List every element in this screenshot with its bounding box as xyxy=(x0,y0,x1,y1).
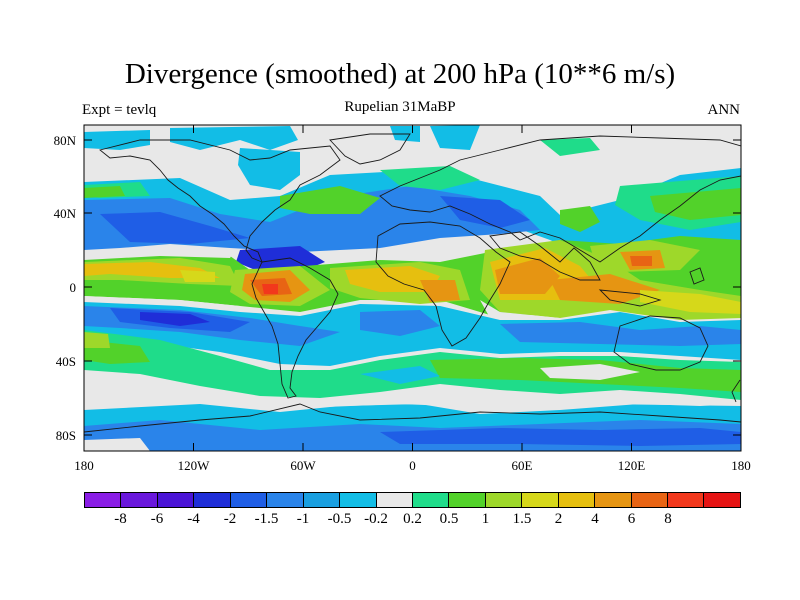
field-patch xyxy=(84,246,235,260)
field-patch xyxy=(84,296,240,312)
colorbar-box xyxy=(522,493,559,507)
colorbar-box xyxy=(449,493,486,507)
coastline-north-america xyxy=(99,139,341,263)
colorbar-label: -2 xyxy=(223,511,237,527)
colorbar-label: -0.5 xyxy=(327,511,352,527)
colorbar-label: 2 xyxy=(554,511,563,527)
divergence-field xyxy=(84,125,741,451)
colorbar-box xyxy=(595,493,632,507)
colorbar-box xyxy=(121,493,158,507)
colorbar-label: 4 xyxy=(591,511,599,527)
field-patch xyxy=(500,322,741,346)
colorbar-box xyxy=(340,493,377,507)
coastline-eurasia xyxy=(379,135,741,263)
field-patch xyxy=(560,206,600,232)
field-patch xyxy=(550,274,660,304)
field-patch xyxy=(650,188,741,220)
field-patch xyxy=(238,148,300,190)
coastlines xyxy=(84,133,741,433)
colorbar-label: -1 xyxy=(296,511,310,527)
field-patch xyxy=(84,332,110,348)
plot-subtitle: Rupelian 31MaBP xyxy=(344,99,456,115)
coastline-antarctica xyxy=(84,403,741,433)
field-patch xyxy=(140,312,210,326)
coastline-south-america xyxy=(251,257,339,399)
lat-label-80s: 80S xyxy=(56,428,76,443)
plot-title: Divergence (smoothed) at 200 hPa (10**6 … xyxy=(124,58,676,90)
lat-label-80n: 80N xyxy=(54,133,77,148)
coastline-arabia-india xyxy=(489,231,601,281)
field-patch xyxy=(345,266,440,292)
colorbar-label: -8 xyxy=(114,511,127,527)
colorbar-label: 8 xyxy=(664,511,672,527)
colorbar-box xyxy=(230,493,268,507)
coastline-australia xyxy=(613,315,709,371)
coastline-africa xyxy=(375,221,511,347)
colorbar-box xyxy=(157,493,195,507)
field-patch xyxy=(440,196,530,228)
colorbar-box xyxy=(558,493,596,507)
lon-label-180w: 180 xyxy=(74,458,94,473)
field-patch xyxy=(540,138,600,156)
field-patch xyxy=(640,290,741,314)
colorbar-label: -0.2 xyxy=(364,511,388,527)
longitude-axis: 180 120W 60W 0 60E 120E 180 xyxy=(74,125,751,473)
field-patch xyxy=(262,284,278,294)
lat-label-eq: 0 xyxy=(70,280,77,295)
colorbar-label: -1.5 xyxy=(254,511,279,527)
colorbar-box xyxy=(704,493,740,507)
field-patch xyxy=(180,270,215,282)
field-patch xyxy=(630,256,652,266)
lat-label-40n: 40N xyxy=(54,206,77,221)
lon-label-120e: 120E xyxy=(618,458,646,473)
lon-label-120w: 120W xyxy=(178,458,211,473)
field-patch xyxy=(495,258,560,294)
colorbar-label: 1.5 xyxy=(512,511,532,527)
field-patch xyxy=(280,186,380,214)
coastline-islands xyxy=(598,267,741,403)
lon-label-180e: 180 xyxy=(731,458,751,473)
colorbar-box xyxy=(194,493,231,507)
colorbar-box xyxy=(267,493,304,507)
field-patch xyxy=(380,428,741,446)
colorbar-box xyxy=(668,493,705,507)
colorbar-label: 1 xyxy=(481,511,490,527)
colorbar-box xyxy=(412,493,450,507)
colorbar-box xyxy=(376,493,413,507)
colorbar-label: -4 xyxy=(187,511,200,527)
colorbar-label: 6 xyxy=(627,511,636,527)
field-patch xyxy=(360,366,440,384)
coastline-greenland xyxy=(329,133,411,165)
colorbar xyxy=(84,492,741,508)
latitude-axis: 80N 40N 0 40S 80S xyxy=(54,133,741,443)
colorbar-label: -6 xyxy=(150,511,164,527)
colorbar-label: 0.5 xyxy=(439,511,459,527)
field-patch xyxy=(84,186,125,198)
colorbar-box xyxy=(85,493,122,507)
lat-label-40s: 40S xyxy=(56,354,76,369)
lon-label-0: 0 xyxy=(409,458,416,473)
field-patch xyxy=(84,438,150,451)
colorbar-box xyxy=(631,493,668,507)
lon-label-60e: 60E xyxy=(512,458,533,473)
field-patch xyxy=(430,125,480,150)
colorbar-box xyxy=(485,493,523,507)
field-patch xyxy=(170,126,298,150)
colorbar-label: 0.2 xyxy=(403,511,422,527)
field-patch xyxy=(84,394,741,408)
field-patch xyxy=(480,300,560,324)
lon-label-60w: 60W xyxy=(290,458,316,473)
experiment-label: Expt = tevlq xyxy=(82,102,157,118)
field-patch xyxy=(84,130,150,150)
colorbar-box xyxy=(303,493,341,507)
field-patch xyxy=(100,212,250,244)
field-patch xyxy=(420,280,460,302)
season-label: ANN xyxy=(707,102,741,118)
field-patch xyxy=(540,364,640,380)
field-patch xyxy=(360,310,440,336)
